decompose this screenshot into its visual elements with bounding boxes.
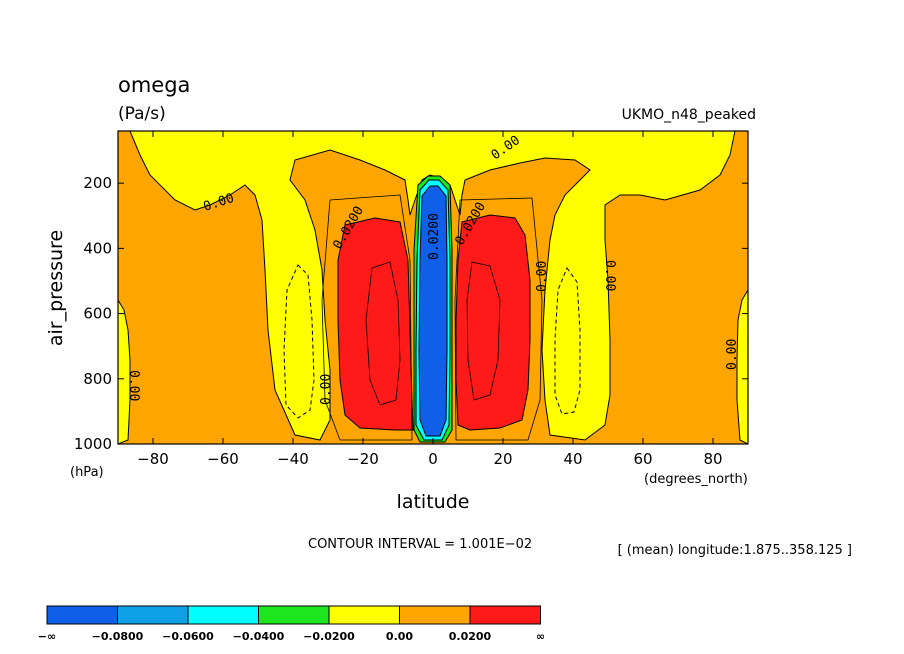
y-axis: 200 400 600 800 1000 [74,174,748,453]
x-tick-label: −20 [347,450,379,468]
colorbar: −∞ −0.0800 −0.0600 −0.0400 −0.0200 0.00 0.0200… [38,605,545,643]
colorbar-label: −∞ [38,630,56,643]
negative-region-south-pole [118,299,131,444]
y-tick-label: 1000 [74,435,112,453]
positive-cell-south [337,217,414,431]
dataset-label: UKMO_n48_peaked [622,107,756,123]
positive-cell-north [455,214,531,431]
colorbar-label: 0.0200 [449,630,492,643]
colorbar-bin [399,605,471,625]
y-axis-title: air_pressure [45,230,67,346]
colorbar-bin [328,605,400,625]
contour-label: 0.00 [535,261,550,292]
colorbar-bin [469,605,541,625]
x-tick-label: 60 [633,450,652,468]
x-axis-title: latitude [397,491,470,513]
contour-label: 0.00 [126,370,141,401]
y-tick-label: 400 [83,239,112,257]
mean-longitude-text: [ (mean) longitude:1.875..358.125 ] [618,543,852,558]
y-units-label: (hPa) [70,465,104,480]
contour-label: 0.00 [602,260,617,291]
contour-label: 0.00 [725,339,740,370]
colorbar-bin [258,605,330,625]
x-tick-label: −60 [207,450,239,468]
chart-title: omega [118,73,190,97]
colorbar-bin [187,605,259,625]
dashed-contour-nh [554,266,581,415]
y-tick-label: 800 [83,370,112,388]
outer-contour-nh [454,197,543,441]
negative-region-north-pole [736,289,748,444]
chart-units: (Pa/s) [118,104,166,124]
colorbar-label: −0.0200 [303,630,355,643]
colorbar-label: 0.00 [386,630,413,643]
colorbar-bin [46,605,118,625]
contour-label: 0.00 [319,374,334,405]
colorbar-label: −0.0800 [92,630,144,643]
equatorial-blue-column [418,185,448,437]
colorbar-bin [117,605,189,625]
colorbar-label: −0.0600 [162,630,214,643]
y-tick-label: 600 [83,305,112,323]
outer-contour-sh [321,194,413,441]
contour-field: 0.00 0.0200 0.0200 0.00 0.00 0.00 0.00 0… [118,131,748,444]
colorbar-label: ∞ [536,630,545,643]
x-tick-label: −80 [137,450,169,468]
y-tick-label: 200 [83,174,112,192]
inner-contour-sh [365,261,401,406]
x-axis: −80 −60 −40 −20 0 20 40 60 80 [137,131,723,468]
x-tick-label: 20 [493,450,512,468]
x-units-label: (degrees_north) [644,472,748,487]
x-tick-label: −40 [277,450,309,468]
x-tick-label: 80 [703,450,722,468]
dashed-contour-sh [283,264,315,419]
inner-contour-nh [466,261,501,401]
colorbar-label: −0.0400 [233,630,285,643]
contour-label: 0.0200 [427,213,442,260]
x-tick-label: 40 [563,450,582,468]
contour-interval-text: CONTOUR INTERVAL = 1.001E−02 [308,537,532,552]
x-tick-label: 0 [428,450,438,468]
